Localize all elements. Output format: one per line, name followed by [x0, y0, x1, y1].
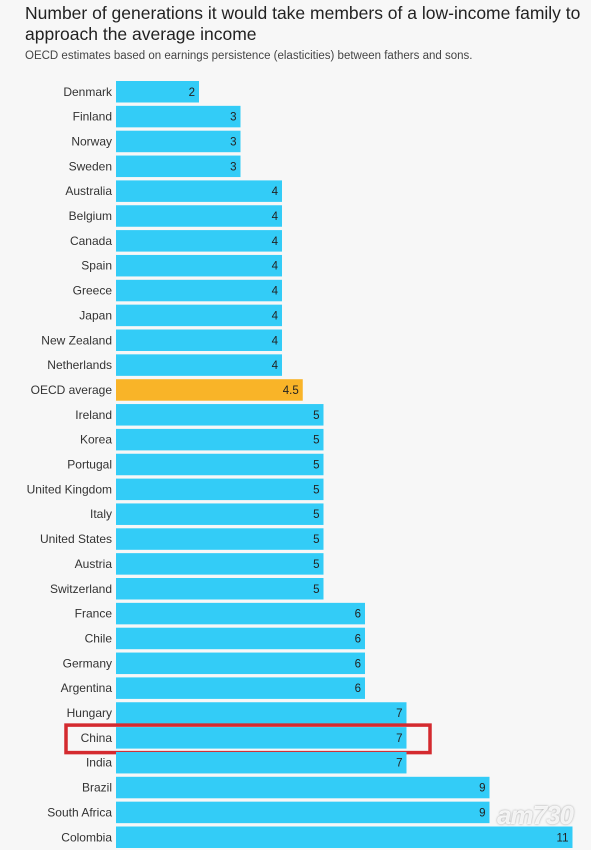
bar-japan	[116, 304, 282, 327]
value-label: 5	[313, 410, 319, 422]
bar-china	[116, 727, 407, 749]
value-label: 4	[272, 286, 279, 298]
category-label: Norway	[71, 134, 112, 148]
value-label: 11	[557, 832, 569, 844]
bar-south-africa	[116, 801, 490, 824]
bar-australia	[116, 180, 282, 202]
value-label: 3	[230, 112, 236, 124]
value-label: 4	[272, 211, 279, 223]
value-label: 7	[396, 758, 402, 770]
bar-united-states	[116, 528, 324, 550]
value-label: 6	[355, 658, 361, 670]
bar-canada	[116, 230, 282, 252]
bar-sweden	[116, 155, 241, 178]
bar-portugal	[116, 453, 324, 476]
value-label: 6	[355, 609, 361, 621]
value-label: 3	[230, 136, 236, 148]
bar-belgium	[116, 205, 282, 227]
category-label: Italy	[90, 507, 112, 521]
category-label: Australia	[65, 184, 112, 198]
category-label: Brazil	[82, 781, 112, 795]
value-label: 5	[313, 435, 319, 447]
category-label: Portugal	[67, 458, 112, 472]
value-label: 4	[272, 335, 279, 347]
value-label: 4	[272, 360, 279, 372]
bar-oecd-average	[116, 379, 303, 401]
category-label: Netherlands	[47, 358, 112, 372]
category-label: Finland	[73, 110, 112, 124]
value-label: 3	[230, 161, 236, 173]
bar-colombia	[116, 826, 573, 848]
value-label: 7	[396, 733, 402, 745]
chart-subtitle: OECD estimates based on earnings persist…	[25, 50, 473, 62]
value-label: 2	[189, 87, 195, 99]
category-label: Switzerland	[50, 582, 112, 596]
category-label: Hungary	[67, 706, 112, 720]
category-label: China	[81, 731, 113, 745]
value-label: 4	[272, 310, 279, 322]
value-label: 7	[396, 708, 402, 720]
category-label: United Kingdom	[27, 482, 112, 496]
bar-united-kingdom	[116, 478, 324, 501]
value-label: 6	[355, 683, 361, 695]
category-label: Belgium	[69, 209, 112, 223]
value-label: 5	[313, 460, 319, 472]
category-label: Denmark	[63, 85, 113, 99]
value-label: 5	[313, 534, 319, 546]
value-label: 4.5	[283, 385, 299, 397]
category-label: Sweden	[69, 159, 112, 173]
bar-argentina	[116, 677, 365, 699]
category-label: Spain	[81, 259, 112, 273]
bar-france	[116, 602, 365, 625]
bar-austria	[116, 553, 324, 575]
chart-title: Number of generations it would take memb…	[25, 3, 581, 44]
watermark-logo: am730	[497, 800, 574, 830]
category-label: Chile	[85, 631, 113, 645]
category-label: Japan	[79, 308, 112, 322]
value-label: 5	[313, 484, 319, 496]
category-label: Germany	[63, 656, 112, 670]
value-label: 4	[272, 236, 279, 248]
bar-chile	[116, 627, 365, 650]
category-label: OECD average	[31, 383, 113, 397]
bar-netherlands	[116, 354, 282, 376]
category-label: Korea	[80, 433, 112, 447]
value-label: 4	[272, 261, 279, 273]
value-label: 4	[272, 186, 279, 198]
bar-finland	[116, 105, 241, 128]
bar-germany	[116, 652, 365, 675]
bar-hungary	[116, 702, 407, 724]
category-label: New Zealand	[41, 333, 112, 347]
bar-new-zealand	[116, 329, 282, 351]
category-label: Ireland	[75, 408, 112, 422]
bar-norway	[116, 130, 241, 153]
category-label: India	[86, 756, 112, 770]
bar-switzerland	[116, 578, 324, 600]
category-label: South Africa	[47, 805, 112, 819]
bar-greece	[116, 279, 282, 302]
category-label: Austria	[75, 557, 113, 571]
bar-korea	[116, 428, 324, 451]
bar-spain	[116, 254, 282, 277]
category-label: Argentina	[61, 681, 113, 695]
bar-brazil	[116, 776, 490, 799]
bar-ireland	[116, 404, 324, 426]
bar-denmark	[116, 81, 199, 103]
value-label: 5	[313, 509, 319, 521]
value-label: 5	[313, 584, 319, 596]
value-label: 5	[313, 559, 319, 571]
category-label: Greece	[73, 284, 113, 298]
value-label: 9	[479, 783, 485, 795]
category-label: Canada	[70, 234, 112, 248]
value-label: 6	[355, 633, 361, 645]
category-label: United States	[40, 532, 112, 546]
bar-india	[116, 751, 407, 774]
category-label: France	[75, 607, 113, 621]
category-label: Colombia	[61, 830, 112, 844]
bar-italy	[116, 503, 324, 525]
value-label: 9	[479, 807, 485, 819]
